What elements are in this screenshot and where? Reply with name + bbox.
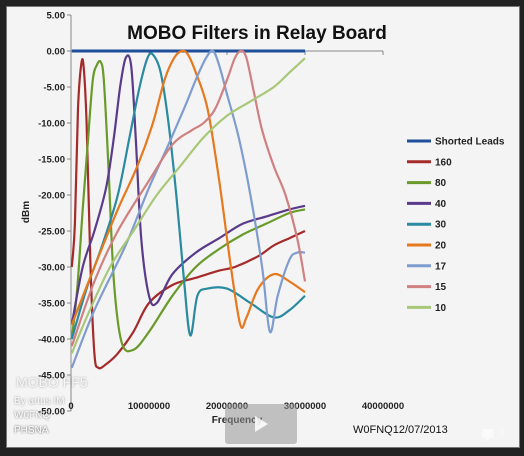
series-line-17 xyxy=(70,49,306,369)
y-tick-label: -45.00 xyxy=(38,371,65,382)
x-tick-label: 0 xyxy=(68,401,73,412)
comment-count-label: 0 xyxy=(499,427,505,439)
y-tick-label: -20.00 xyxy=(38,191,65,202)
y-tick-label: -10.00 xyxy=(38,119,65,130)
legend-label: 160 xyxy=(435,157,452,168)
play-icon xyxy=(255,416,268,432)
play-button[interactable] xyxy=(225,404,297,444)
legend-label: Shorted Leads xyxy=(435,137,505,148)
y-tick-label: -35.00 xyxy=(38,299,65,310)
x-tick-label: 30000000 xyxy=(284,401,326,412)
comment-icon xyxy=(482,428,494,441)
series-line-160 xyxy=(70,57,306,370)
photo-callsign[interactable]: W0FNQ xyxy=(14,410,51,421)
legend-label: 17 xyxy=(435,261,447,272)
photo-author[interactable]: By artus IM xyxy=(14,396,65,407)
y-tick-label: -5.00 xyxy=(43,83,65,94)
series-line-30 xyxy=(70,52,306,340)
photo-tag[interactable]: PHSNA xyxy=(14,425,49,436)
series-line-20 xyxy=(70,49,306,329)
series-line-10 xyxy=(70,57,306,354)
legend-label: 15 xyxy=(435,282,447,293)
y-tick-label: -15.00 xyxy=(38,155,65,166)
legend-label: 10 xyxy=(435,303,447,314)
chart-annotation: W0FNQ12/07/2013 xyxy=(353,424,448,436)
legend-label: 30 xyxy=(435,220,447,231)
x-tick-label: 40000000 xyxy=(362,401,404,412)
chart-area: 5.00 0.00 -5.00 -10.00 -15.00 -20.00 -25.00 -30… xyxy=(6,6,520,448)
legend-label: 20 xyxy=(435,241,447,252)
y-tick-label: -40.00 xyxy=(38,335,65,346)
series-line-80 xyxy=(70,59,306,353)
comment-count[interactable]: 0 xyxy=(482,426,505,441)
series-line-15 xyxy=(70,49,307,347)
photo-title: MOBO FF5 xyxy=(16,374,88,390)
legend-label: 80 xyxy=(435,178,447,189)
legend-label: 40 xyxy=(435,199,447,210)
y-tick-label: 5.00 xyxy=(47,11,66,22)
y-axis-title: dBm xyxy=(21,201,32,223)
y-tick-label: 0.00 xyxy=(47,47,66,58)
y-tick-label: -25.00 xyxy=(38,227,65,238)
y-tick-label: -50.00 xyxy=(38,407,65,418)
series-line-40 xyxy=(70,54,306,325)
x-tick-label: 10000000 xyxy=(128,401,170,412)
y-tick-label: -30.00 xyxy=(38,263,65,274)
chart-title: MOBO Filters in Relay Board xyxy=(127,23,387,44)
